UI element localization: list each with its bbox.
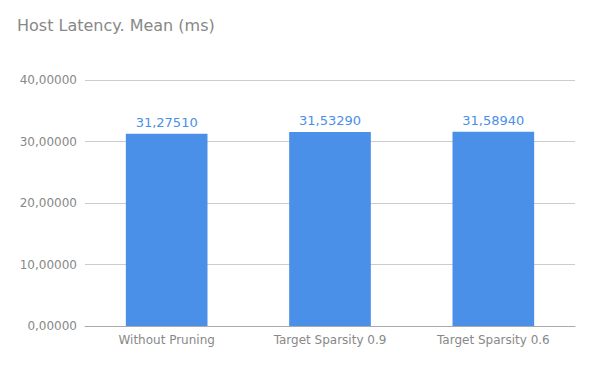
svg-text:Host Latency. Mean (ms): Host Latency. Mean (ms) — [17, 16, 215, 35]
svg-text:40,00000: 40,00000 — [20, 73, 77, 87]
svg-text:30,00000: 30,00000 — [20, 135, 77, 149]
svg-text:31,58940: 31,58940 — [462, 113, 524, 128]
svg-text:31,53290: 31,53290 — [299, 113, 361, 128]
svg-text:0,00000: 0,00000 — [27, 319, 77, 333]
svg-text:Target Sparsity 0.6: Target Sparsity 0.6 — [436, 333, 550, 347]
svg-text:20,00000: 20,00000 — [20, 196, 77, 210]
svg-text:10,00000: 10,00000 — [20, 258, 77, 272]
svg-text:31,27510: 31,27510 — [136, 115, 198, 130]
svg-text:Target Sparsity 0.9: Target Sparsity 0.9 — [273, 333, 387, 347]
svg-text:Without Pruning: Without Pruning — [118, 333, 214, 347]
